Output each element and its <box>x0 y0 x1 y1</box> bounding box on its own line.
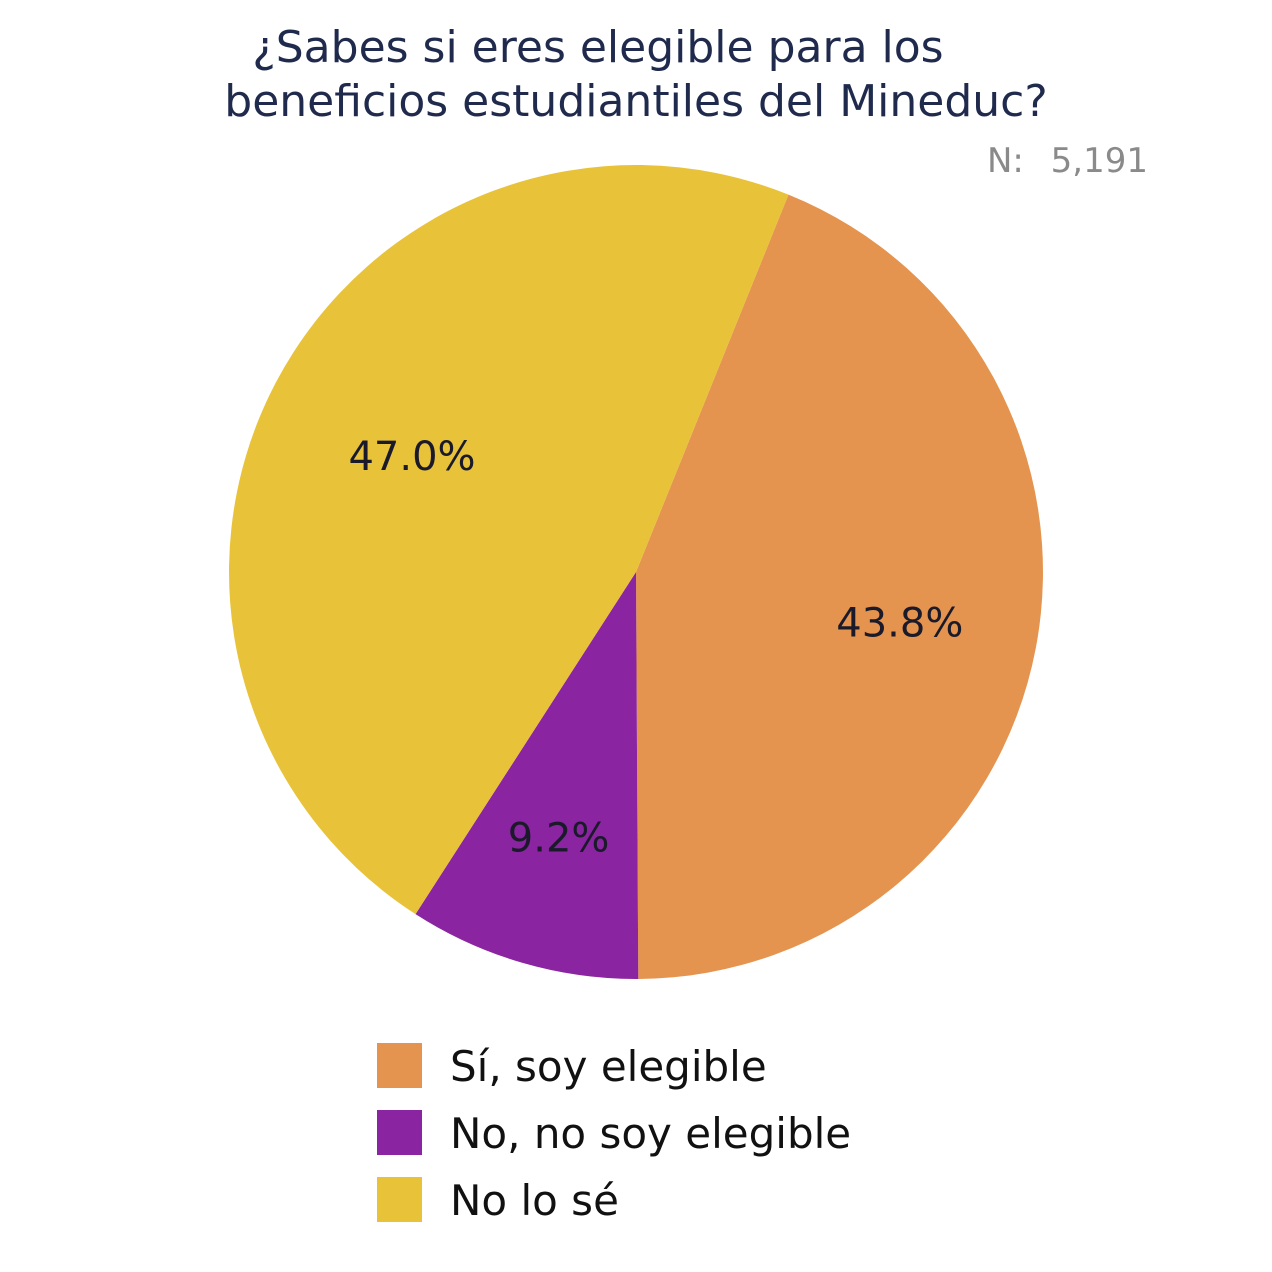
legend-label: No, no soy elegible <box>450 1109 851 1158</box>
legend: Sí, soy elegible No, no soy elegible No lo… <box>377 1042 851 1225</box>
legend-swatch <box>377 1177 422 1222</box>
legend-swatch <box>377 1043 422 1088</box>
slice-value-label: 9.2% <box>508 816 610 862</box>
legend-label: Sí, soy elegible <box>450 1042 767 1091</box>
chart-title-line-2: beneficios estudiantiles del Mineduc? <box>224 76 1047 127</box>
pie-slice <box>636 194 1043 979</box>
legend-label: No lo sé <box>450 1176 619 1225</box>
chart-title-line-1: ¿Sabes si eres elegible para los <box>252 22 943 73</box>
pie-slice <box>415 572 639 979</box>
sample-size-label: N: <box>987 141 1024 181</box>
sample-size-value: 5,191 <box>1051 141 1148 181</box>
sample-size: N: 5,191 <box>987 141 1148 181</box>
pie-slice-labels: 43.8% 9.2% 47.0% <box>348 434 963 862</box>
pie-slice <box>229 165 789 915</box>
slice-value-label: 47.0% <box>348 434 475 480</box>
slice-value-label: 43.8% <box>836 601 963 647</box>
legend-swatch <box>377 1110 422 1155</box>
pie-slices <box>229 165 1043 979</box>
